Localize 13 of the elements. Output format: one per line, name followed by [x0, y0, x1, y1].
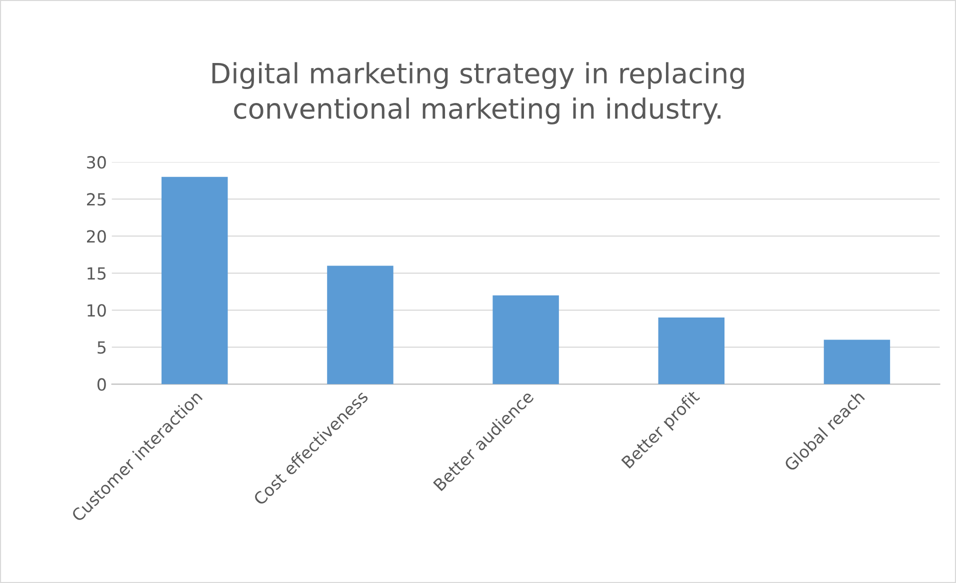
bar [658, 318, 724, 384]
y-tick-label: 20 [87, 230, 106, 243]
y-tick-label: 25 [87, 193, 106, 206]
y-tick-label: 15 [88, 267, 106, 280]
bar [327, 266, 394, 384]
bar [162, 176, 228, 384]
y-tick-label: 30 [87, 156, 106, 169]
bar [492, 295, 559, 384]
y-tick-label: 5 [98, 341, 106, 354]
y-tick-label: 0 [97, 378, 106, 391]
bar [824, 340, 890, 384]
y-tick-label: 10 [88, 304, 106, 317]
chart-title: Digital marketing strategy in replacing conventional marketing in industry. [212, 62, 744, 124]
